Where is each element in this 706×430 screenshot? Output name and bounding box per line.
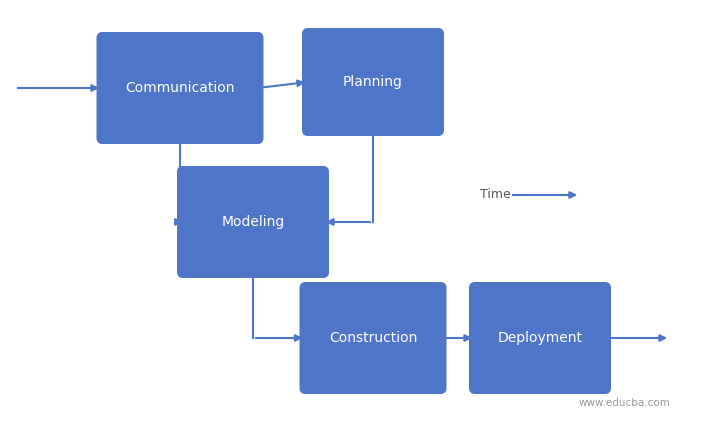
FancyBboxPatch shape <box>97 32 263 144</box>
Text: www.educba.com: www.educba.com <box>578 398 670 408</box>
Text: Deployment: Deployment <box>498 331 582 345</box>
Text: Communication: Communication <box>125 81 235 95</box>
Text: Construction: Construction <box>329 331 417 345</box>
Text: Planning: Planning <box>343 75 403 89</box>
FancyBboxPatch shape <box>469 282 611 394</box>
FancyBboxPatch shape <box>177 166 329 278</box>
FancyBboxPatch shape <box>299 282 446 394</box>
FancyBboxPatch shape <box>302 28 444 136</box>
Text: Modeling: Modeling <box>222 215 285 229</box>
Text: Time: Time <box>480 188 510 202</box>
